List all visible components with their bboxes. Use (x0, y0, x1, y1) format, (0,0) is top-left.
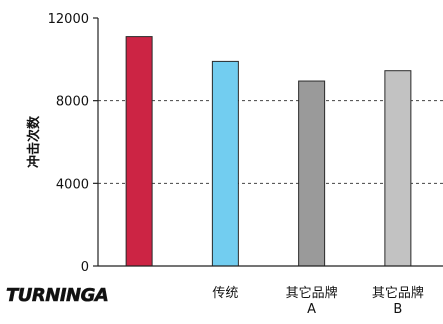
y-tick-label: 12000 (48, 12, 89, 27)
bars (125, 36, 412, 267)
y-axis-label: 冲击次数 (26, 115, 42, 168)
x-category-label: 其它品牌 (286, 285, 338, 301)
x-category-label: A (307, 302, 316, 317)
turninga-logo: TURNINGA (6, 285, 109, 307)
x-category-label: 其它品牌 (372, 285, 424, 301)
bar (298, 80, 326, 267)
bar (211, 60, 239, 267)
logo-wordmark: TURNINGA (6, 285, 108, 306)
bar (384, 70, 412, 267)
y-tick-label: 8000 (56, 95, 89, 110)
bar (125, 36, 153, 267)
x-category-label: B (393, 302, 402, 317)
axes (97, 18, 443, 267)
y-tick-label: 4000 (56, 177, 89, 192)
y-tick-labels: 0 4000 8000 12000 (48, 12, 98, 275)
y-tick-label: 0 (81, 260, 89, 275)
x-category-label: 传统 (212, 286, 238, 301)
